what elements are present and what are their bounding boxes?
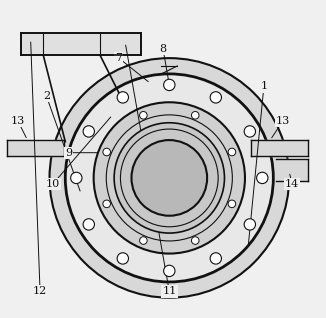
- Circle shape: [191, 112, 199, 119]
- Circle shape: [228, 148, 236, 156]
- Text: 13: 13: [276, 116, 290, 126]
- Circle shape: [71, 172, 82, 183]
- Circle shape: [210, 92, 221, 103]
- Circle shape: [228, 200, 236, 208]
- Circle shape: [191, 237, 199, 244]
- Circle shape: [244, 219, 256, 230]
- Circle shape: [103, 148, 111, 156]
- Text: 10: 10: [46, 179, 60, 189]
- Circle shape: [244, 126, 256, 137]
- Circle shape: [94, 102, 245, 253]
- Circle shape: [164, 265, 175, 277]
- Circle shape: [131, 140, 207, 216]
- Text: 14: 14: [285, 179, 299, 189]
- Circle shape: [50, 58, 289, 298]
- Circle shape: [103, 200, 111, 208]
- Text: 12: 12: [33, 287, 47, 296]
- Circle shape: [114, 123, 225, 233]
- Text: 2: 2: [43, 91, 50, 101]
- Circle shape: [210, 253, 221, 264]
- Text: 11: 11: [162, 287, 176, 296]
- Circle shape: [164, 79, 175, 91]
- Text: 13: 13: [11, 116, 25, 126]
- Bar: [21, 33, 141, 55]
- Circle shape: [140, 112, 147, 119]
- Circle shape: [83, 126, 95, 137]
- Circle shape: [140, 237, 147, 244]
- Text: 1: 1: [260, 81, 267, 92]
- Text: 8: 8: [159, 44, 167, 54]
- Circle shape: [83, 219, 95, 230]
- Text: 9: 9: [65, 148, 72, 158]
- Circle shape: [65, 74, 273, 282]
- Circle shape: [117, 253, 128, 264]
- Circle shape: [117, 92, 128, 103]
- Text: 7: 7: [115, 53, 122, 63]
- Circle shape: [257, 172, 268, 183]
